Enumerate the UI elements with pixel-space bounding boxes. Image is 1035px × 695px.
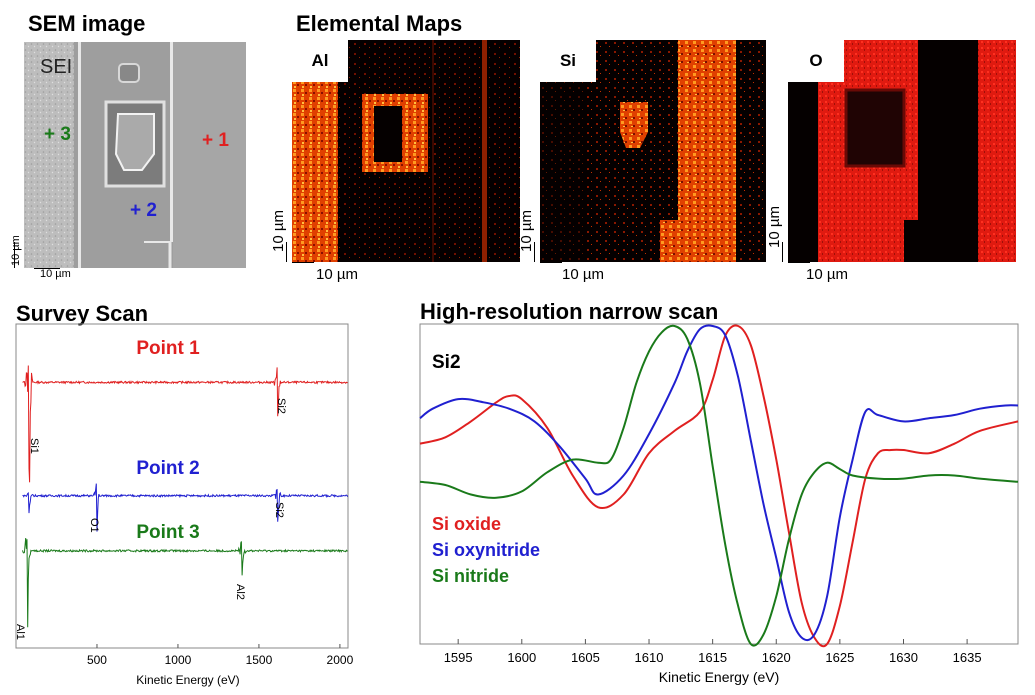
survey-series-point-2 bbox=[22, 483, 349, 532]
narrow-series bbox=[419, 324, 1019, 648]
narrow-title: High-resolution narrow scan bbox=[420, 299, 719, 324]
map-si-label: Si bbox=[540, 40, 596, 82]
survey-series bbox=[22, 365, 349, 628]
map-o-label: O bbox=[788, 40, 844, 82]
survey-plot-frame bbox=[15, 323, 349, 649]
peak-label-si2-point1: Si2 bbox=[275, 398, 287, 414]
map-o-scale-y: 10 µm bbox=[766, 206, 783, 248]
narrow-tick-label: 1600 bbox=[507, 650, 536, 665]
narrow-series-si-nitride bbox=[419, 324, 1019, 647]
narrow-x-axis: 1595 1600 1605 1610 1615 1620 1625 1630 1635 bbox=[444, 639, 982, 665]
map-al-label: Al bbox=[292, 40, 348, 82]
map-o-scalebar-v bbox=[782, 242, 783, 262]
maps-title: Elemental Maps bbox=[296, 11, 463, 36]
sem-tag: SEI bbox=[40, 56, 73, 78]
map-al-scale-y: 10 µm bbox=[270, 210, 287, 252]
map-al-scalebar-h bbox=[292, 262, 314, 263]
narrow-tick-label: 1630 bbox=[889, 650, 918, 665]
legend-si-nitride: Si nitride bbox=[432, 566, 509, 586]
survey-series-point-3 bbox=[22, 537, 348, 628]
map-al-scalebar-v bbox=[286, 242, 287, 262]
narrow-tick-label: 1605 bbox=[571, 650, 600, 665]
survey-point-2-label: Point 2 bbox=[136, 458, 199, 479]
sem-point-2: + 2 bbox=[130, 200, 157, 221]
survey-tick-label: 1500 bbox=[246, 653, 273, 667]
map-al-scale-x: 10 µm bbox=[316, 266, 358, 283]
map-al: Al bbox=[292, 40, 520, 262]
survey-tick-label: 2000 bbox=[327, 653, 354, 667]
narrow-tick-label: 1595 bbox=[444, 650, 473, 665]
survey-tick-label: 500 bbox=[87, 653, 107, 667]
sem-scale-x: 10 µm bbox=[40, 268, 71, 280]
narrow-tick-label: 1620 bbox=[762, 650, 791, 665]
sem-point-3: + 3 bbox=[44, 124, 71, 145]
peak-label-si2-point2: Si2 bbox=[273, 502, 285, 518]
survey-tick-label: 1000 bbox=[165, 653, 192, 667]
map-si: Si bbox=[540, 40, 766, 262]
survey-point-3-label: Point 3 bbox=[136, 522, 199, 543]
sem-scale-y: 10 µm bbox=[10, 235, 22, 266]
narrow-series-si-oxynitride bbox=[419, 324, 1019, 642]
survey-chart: 500 1000 1500 2000 Kinetic Energy (eV) Poin… bbox=[14, 323, 354, 687]
sem-picture bbox=[24, 42, 246, 268]
peak-label-si1: Si1 bbox=[28, 438, 40, 454]
map-al-picture bbox=[292, 40, 520, 262]
survey-title: Survey Scan bbox=[16, 301, 149, 326]
sem-image: SEI + 3 + 2 + 1 bbox=[24, 42, 246, 268]
peak-label-al2: Al2 bbox=[234, 584, 246, 600]
sem-scalebar-v bbox=[14, 242, 15, 268]
narrow-chart: 1595 1600 1605 1610 1615 1620 1625 1630 1635 Si2… bbox=[419, 323, 1019, 685]
map-si-scale-y: 10 µm bbox=[518, 210, 535, 252]
map-o-scalebar-h bbox=[788, 262, 810, 263]
narrow-plot-frame bbox=[419, 323, 1019, 645]
sem-scalebar-h bbox=[34, 268, 60, 269]
survey-series-point-1 bbox=[22, 365, 348, 483]
narrow-tick-label: 1615 bbox=[698, 650, 727, 665]
map-o: O bbox=[788, 40, 1016, 262]
sem-point-1: + 1 bbox=[202, 130, 229, 151]
map-si-scalebar-h bbox=[540, 262, 562, 263]
narrow-tick-label: 1625 bbox=[825, 650, 854, 665]
map-si-scalebar-v bbox=[534, 242, 535, 262]
peak-label-al1: Al1 bbox=[14, 624, 26, 640]
narrow-tick-label: 1610 bbox=[635, 650, 664, 665]
map-o-scale-x: 10 µm bbox=[806, 266, 848, 283]
peak-label-o1: O1 bbox=[88, 518, 100, 533]
narrow-tick-label: 1635 bbox=[953, 650, 982, 665]
legend-si-oxynitride: Si oxynitride bbox=[432, 540, 540, 560]
narrow-series-si-oxide bbox=[419, 324, 1019, 648]
survey-xlabel: Kinetic Energy (eV) bbox=[136, 673, 239, 687]
sem-title: SEM image bbox=[28, 11, 146, 36]
narrow-xlabel: Kinetic Energy (eV) bbox=[659, 669, 780, 685]
survey-point-1-label: Point 1 bbox=[136, 338, 200, 359]
narrow-panel-label: Si2 bbox=[432, 352, 461, 373]
survey-x-axis: 500 1000 1500 2000 bbox=[87, 644, 354, 667]
legend-si-oxide: Si oxide bbox=[432, 514, 501, 534]
map-si-scale-x: 10 µm bbox=[562, 266, 604, 283]
